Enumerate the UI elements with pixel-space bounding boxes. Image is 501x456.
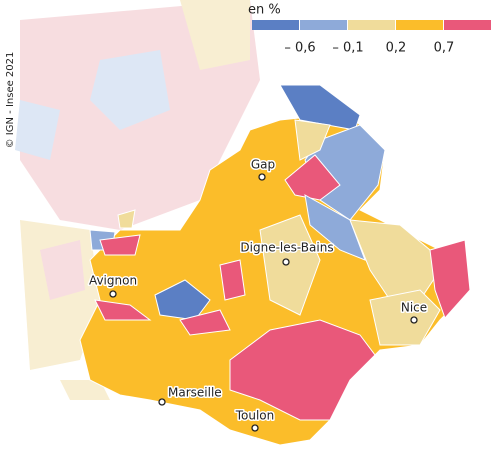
city-dot bbox=[109, 290, 117, 298]
city-label: Nice bbox=[401, 301, 427, 315]
legend-title: en % bbox=[248, 3, 281, 18]
city-label: Digne-les-Bains bbox=[240, 241, 333, 255]
city-dot bbox=[410, 316, 418, 324]
city-label: Avignon bbox=[89, 274, 137, 288]
legend-label: – 0,6 bbox=[284, 41, 315, 56]
legend-swatch bbox=[348, 20, 395, 30]
city-label: Marseille bbox=[168, 386, 222, 400]
city-label: Gap bbox=[251, 158, 275, 172]
city-label: Toulon bbox=[235, 409, 275, 423]
legend-swatch bbox=[444, 20, 491, 30]
legend-swatch bbox=[396, 20, 443, 30]
region bbox=[79, 84, 471, 446]
legend-label: 0,2 bbox=[386, 41, 407, 56]
city-dot bbox=[251, 424, 259, 432]
cities: Gap Digne-les-Bains Avignon Nice Marseille To… bbox=[87, 156, 429, 432]
copyright: © IGN - Insee 2021 bbox=[5, 52, 16, 149]
city-dot bbox=[158, 398, 166, 406]
legend-label: – 0,1 bbox=[332, 41, 363, 56]
city-dot bbox=[282, 258, 290, 266]
legend: en % – 0,6 – 0,1 0,2 0,7 bbox=[248, 3, 491, 56]
legend-swatch bbox=[252, 20, 299, 30]
legend-label: 0,7 bbox=[434, 41, 455, 56]
city-dot bbox=[258, 173, 266, 181]
legend-swatch bbox=[300, 20, 347, 30]
